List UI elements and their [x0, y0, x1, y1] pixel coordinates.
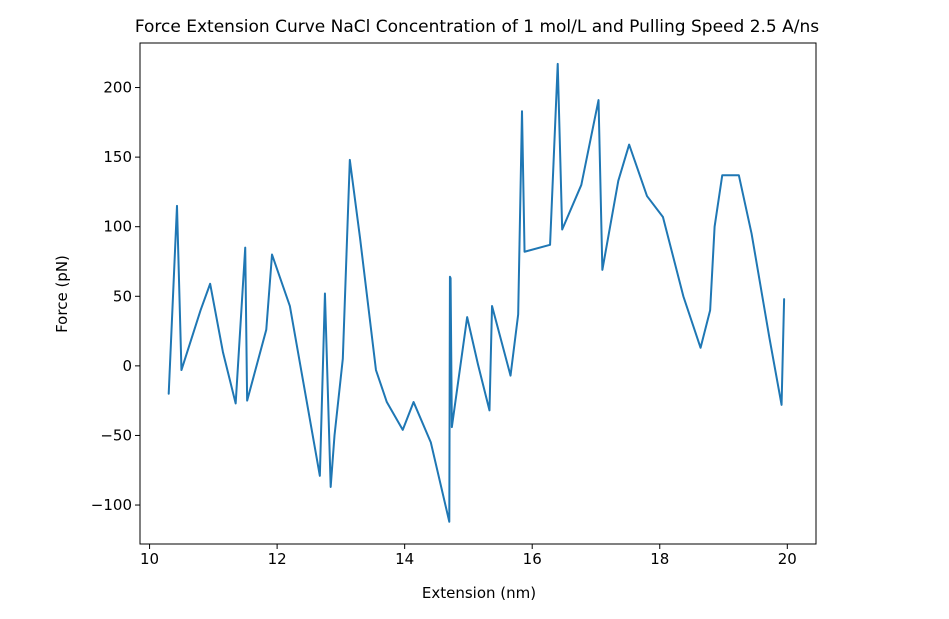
x-tick-label: 16 — [523, 550, 542, 568]
y-tick-label: −50 — [100, 426, 132, 444]
x-tick-label: 14 — [395, 550, 414, 568]
x-tick-label: 10 — [140, 550, 159, 568]
y-axis-label: Force (pN) — [53, 255, 71, 333]
y-tick-label: −100 — [91, 496, 132, 514]
x-axis-label: Extension (nm) — [422, 584, 536, 602]
chart-title: Force Extension Curve NaCl Concentration… — [135, 17, 819, 37]
x-tick-label: 20 — [778, 550, 797, 568]
y-tick-label: 100 — [103, 218, 132, 236]
y-tick-label: 50 — [113, 287, 132, 305]
y-tick-label: 200 — [103, 79, 132, 97]
x-tick-label: 18 — [650, 550, 669, 568]
x-tick-label: 12 — [268, 550, 287, 568]
axes-frame — [139, 42, 817, 545]
series-line-0 — [167, 62, 786, 523]
y-tick-label: 150 — [103, 148, 132, 166]
y-tick-label: 0 — [122, 357, 132, 375]
plot-area: 10 12 14 16 18 20 −100 −50 0 50 100 150 200 — [91, 42, 817, 568]
